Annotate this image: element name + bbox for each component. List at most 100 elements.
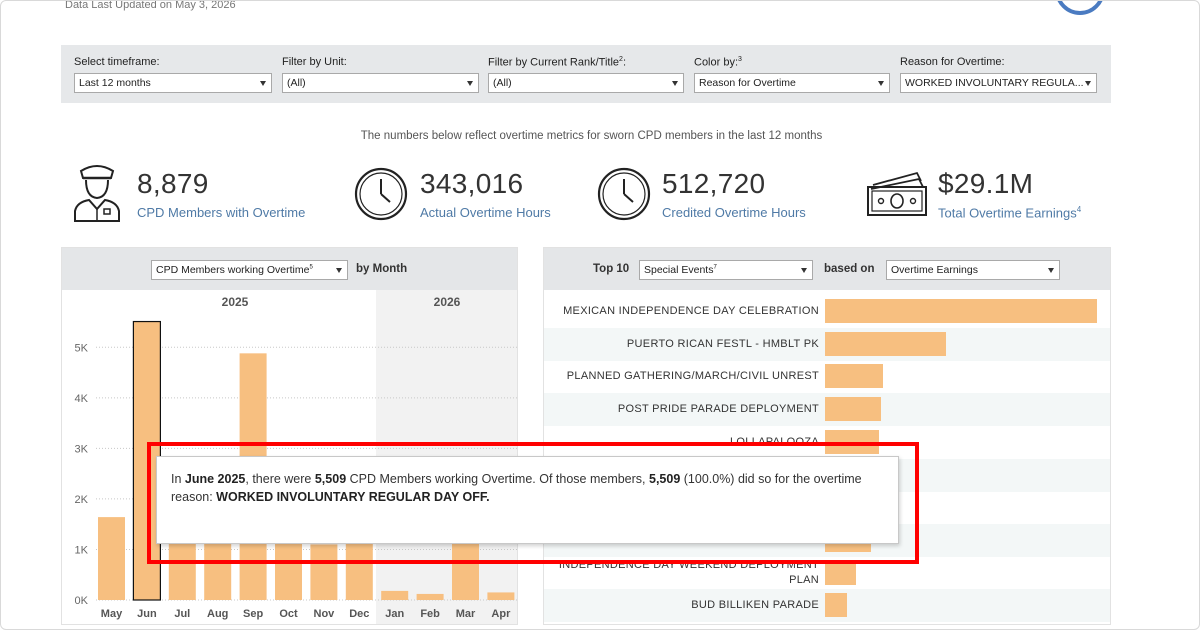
top-label: Top 10: [593, 263, 630, 275]
event-bar[interactable]: [825, 299, 1097, 323]
filter-bar: Select timeframe: Last 12 months Filter …: [61, 45, 1111, 103]
bar-feb[interactable]: [416, 593, 444, 600]
officer-icon: [74, 165, 120, 222]
filter-timeframe: Select timeframe: Last 12 months: [74, 56, 272, 93]
top-events-panel: Top 10 Special Events7 based on Overtime…: [543, 247, 1111, 625]
kpi-label: Total Overtime Earnings4: [938, 205, 1082, 221]
bar-may[interactable]: [98, 517, 125, 600]
filter-rank: Filter by Current Rank/Title2: (All): [488, 56, 684, 93]
bar-dec[interactable]: [345, 536, 373, 600]
x-tick-label: Jan: [385, 608, 404, 620]
filter-label: Color by:3: [694, 56, 742, 69]
chevron-down-icon: [672, 81, 678, 86]
x-tick-label: Jul: [174, 608, 190, 620]
chevron-down-icon: [336, 268, 342, 273]
year-label-2026: 2026: [434, 295, 461, 309]
filter-color-by: Color by:3 Reason for Overtime: [694, 56, 890, 93]
filter-label: Filter by Current Rank/Title2:: [488, 56, 626, 69]
cpd-logo: [1055, 1, 1105, 15]
y-tick-label: 5K: [75, 342, 89, 354]
event-label: BUD BILLIKEN PARADE: [691, 599, 819, 612]
y-tick-label: 4K: [75, 393, 89, 405]
based-on-label: based on: [824, 263, 875, 275]
event-row[interactable]: MEXICAN INDEPENDENCE DAY CELEBRATION: [544, 295, 1110, 328]
clock-icon: [354, 167, 408, 221]
bar-jul[interactable]: [168, 536, 196, 600]
chevron-down-icon: [801, 268, 807, 273]
event-bar[interactable]: [825, 397, 881, 422]
event-row[interactable]: BUD BILLIKEN PARADE: [544, 589, 1110, 623]
event-bar[interactable]: [825, 331, 947, 356]
unit-select[interactable]: (All): [282, 73, 479, 93]
metric-select[interactable]: CPD Members working Overtime5: [151, 260, 348, 280]
x-tick-label: Feb: [420, 608, 440, 620]
x-tick-label: Aug: [207, 608, 228, 620]
bar-oct[interactable]: [275, 536, 302, 600]
event-label: LOLLAPALOOZA: [730, 435, 819, 448]
kpi-label: Actual Overtime Hours: [420, 205, 551, 220]
clock-icon: [597, 167, 651, 221]
kpi-value: 8,879: [137, 168, 209, 199]
filter-label: Filter by Unit:: [282, 56, 347, 68]
panel-header: Top 10 Special Events7 based on Overtime…: [544, 248, 1110, 290]
filter-reason: Reason for Overtime: WORKED INVOLUNTARY …: [900, 56, 1097, 93]
event-bar[interactable]: [825, 364, 884, 389]
chevron-down-icon: [260, 81, 266, 86]
event-bar[interactable]: [825, 560, 857, 585]
chart-tooltip: In June 2025, there were 5,509 CPD Membe…: [156, 456, 899, 544]
panel-header: CPD Members working Overtime5 by Month: [62, 248, 517, 290]
chevron-down-icon: [1048, 268, 1054, 273]
year-label-2025: 2025: [222, 295, 249, 309]
bar-jan[interactable]: [381, 590, 409, 600]
category-select[interactable]: Special Events7: [639, 260, 813, 280]
y-tick-label: 1K: [75, 544, 89, 556]
event-bar[interactable]: [825, 593, 847, 618]
kpi-value: 343,016: [420, 168, 524, 199]
event-label: INDEPENDENCE DAY WEEKEND DEPLOYMENT PLAN: [558, 558, 819, 586]
bar-aug[interactable]: [204, 536, 232, 600]
measure-select[interactable]: Overtime Earnings: [886, 260, 1060, 280]
filter-unit: Filter by Unit: (All): [282, 56, 479, 93]
monthly-chart-panel: CPD Members working Overtime5 by Month 2…: [61, 247, 518, 625]
kpi-label: CPD Members with Overtime: [137, 205, 306, 220]
event-row[interactable]: POST PRIDE PARADE DEPLOYMENT: [544, 393, 1110, 427]
x-tick-label: Nov: [314, 608, 336, 620]
chevron-down-icon: [878, 81, 884, 86]
x-tick-label: May: [101, 608, 123, 620]
kpi-label: Credited Overtime Hours: [662, 205, 806, 220]
event-row[interactable]: INDEPENDENCE DAY WEEKEND DEPLOYMENT PLAN: [544, 557, 1110, 590]
filter-label: Reason for Overtime:: [900, 56, 1005, 68]
chevron-down-icon: [1085, 81, 1091, 86]
event-label: PLANNED GATHERING/MARCH/CIVIL UNREST: [566, 370, 819, 383]
event-row[interactable]: PLANNED GATHERING/MARCH/CIVIL UNREST: [544, 360, 1110, 393]
y-tick-label: 0K: [75, 595, 89, 607]
color-by-select[interactable]: Reason for Overtime: [694, 73, 890, 93]
y-tick-label: 2K: [75, 494, 89, 506]
data-updated-text: Data Last Updated on May 3, 2026: [65, 0, 236, 11]
y-tick-label: 3K: [75, 443, 89, 455]
kpi-value: $29.1M: [938, 168, 1034, 199]
filter-label: Select timeframe:: [74, 56, 160, 68]
reason-select[interactable]: WORKED INVOLUNTARY REGULA...: [900, 73, 1097, 93]
x-tick-label: Mar: [456, 608, 476, 620]
bar-apr[interactable]: [487, 592, 515, 600]
event-label: MEXICAN INDEPENDENCE DAY CELEBRATION: [563, 305, 819, 317]
chevron-down-icon: [467, 81, 473, 86]
x-tick-label: Sep: [243, 608, 263, 620]
timeframe-select[interactable]: Last 12 months: [74, 73, 272, 93]
metrics-subtitle: The numbers below reflect overtime metri…: [360, 130, 823, 142]
bar-nov[interactable]: [310, 544, 338, 600]
event-label: POST PRIDE PARADE DEPLOYMENT: [617, 403, 819, 416]
x-tick-label: Apr: [491, 608, 511, 620]
bar-mar[interactable]: [452, 536, 479, 600]
x-tick-label: Jun: [137, 608, 157, 620]
event-row[interactable]: PUERTO RICAN FESTL - HMBLT PK: [544, 327, 1110, 361]
rank-select[interactable]: (All): [488, 73, 684, 93]
by-month-label: by Month: [356, 263, 408, 275]
x-tick-label: Dec: [349, 608, 369, 620]
event-bar[interactable]: [825, 429, 880, 454]
x-tick-label: Oct: [279, 608, 298, 620]
kpi-value: 512,720: [662, 168, 766, 199]
event-row[interactable]: LOLLAPALOOZA: [544, 426, 1110, 459]
